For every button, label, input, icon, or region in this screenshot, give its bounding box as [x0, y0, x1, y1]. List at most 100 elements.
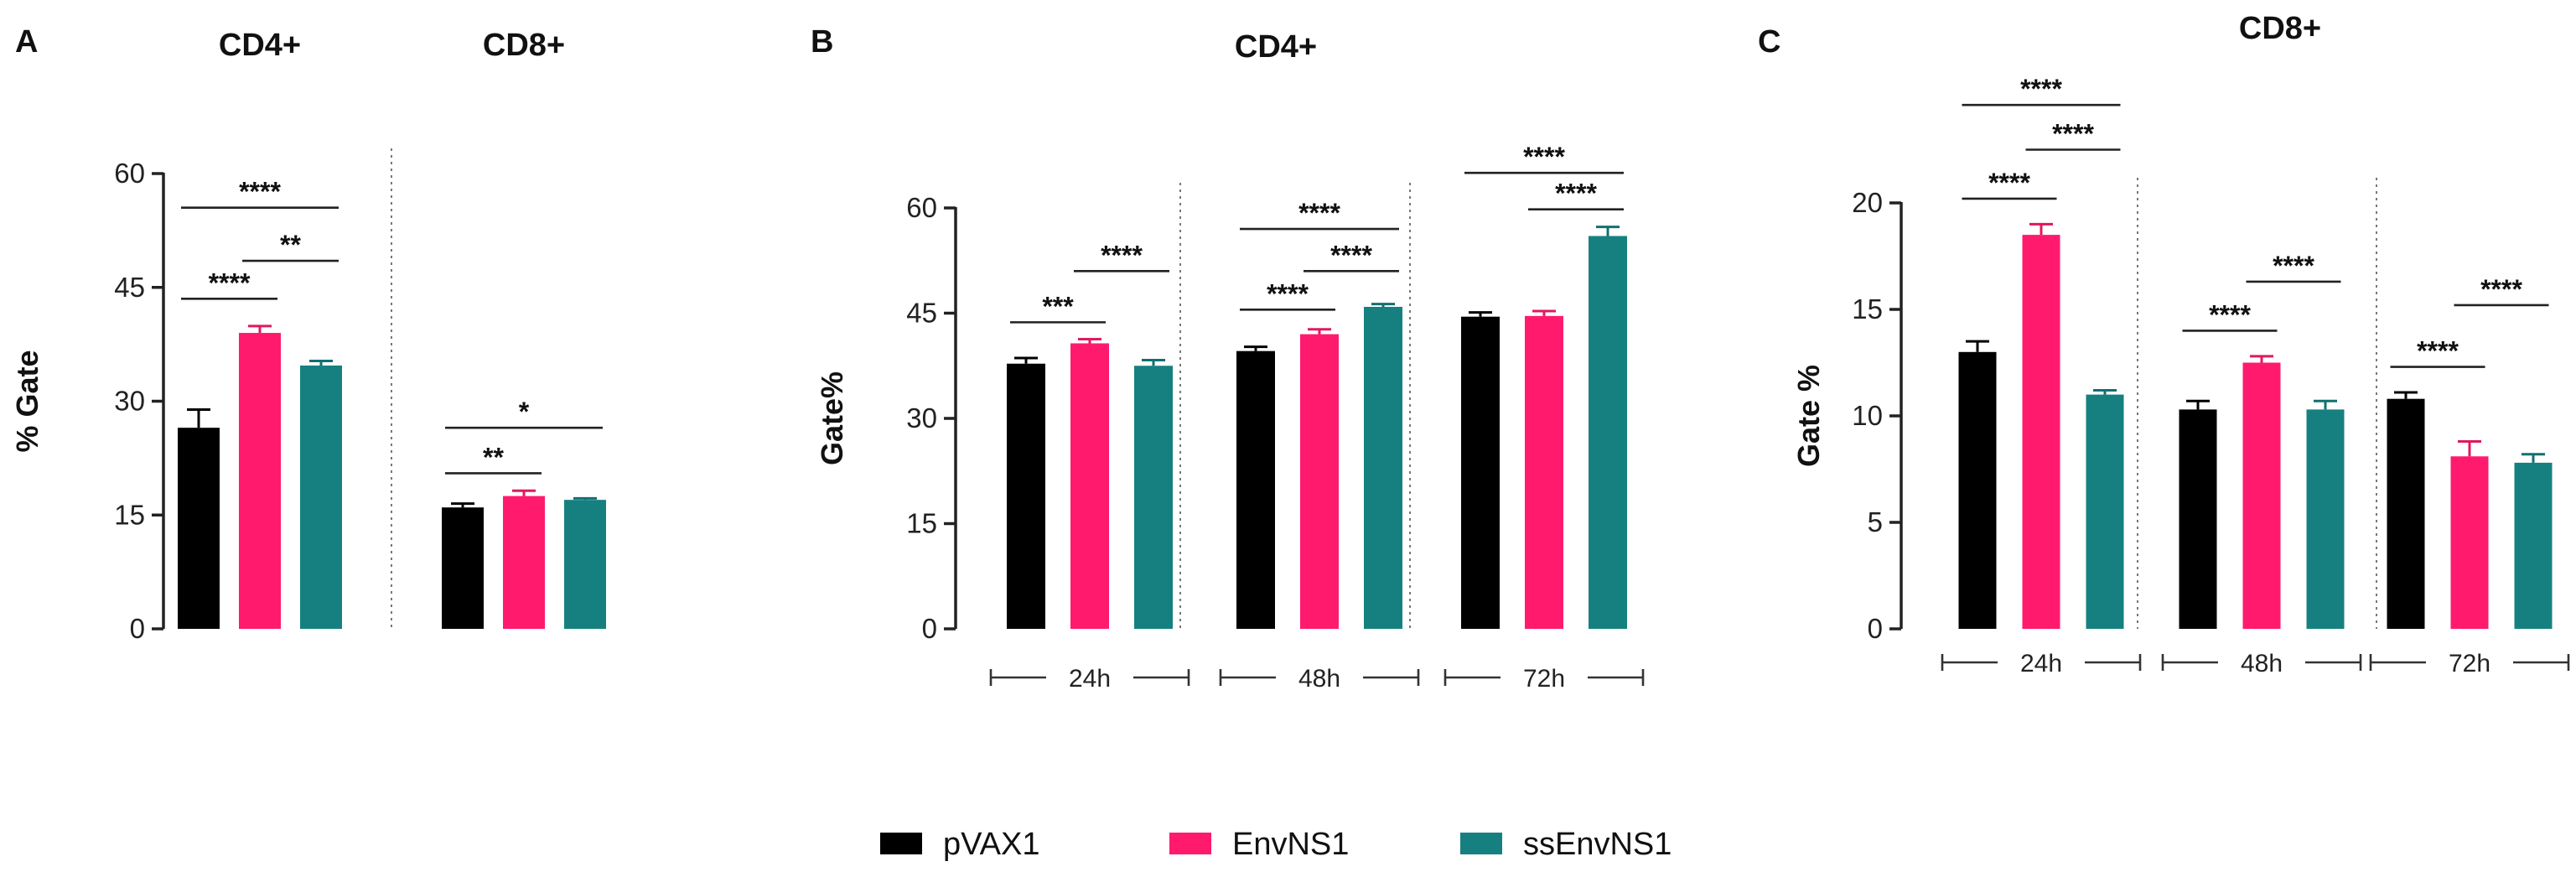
error-bar: [512, 489, 536, 496]
y-tick-label: 30: [906, 402, 937, 433]
panel-c: C CD8+ 0 5 10 15 20 Gate % 24h 48h 72h **** **** ****…: [1758, 11, 2570, 677]
time-label: 24h: [1069, 665, 1111, 693]
error-bar: [309, 360, 333, 366]
significance-label: ****: [1267, 278, 1309, 309]
error-bar: [451, 502, 474, 508]
significance-label: ****: [2052, 119, 2094, 149]
significance-label: ***: [1042, 291, 1074, 321]
bar: [2306, 409, 2345, 629]
group-title: CD4+: [219, 28, 301, 63]
error-bar: [2250, 355, 2273, 363]
bar: [1070, 343, 1109, 629]
bar: [2022, 235, 2060, 629]
significance-label: ****: [209, 267, 251, 298]
significance-label: ****: [1330, 240, 1372, 270]
error-bar: [2029, 222, 2053, 236]
legend-item: EnvNS1: [1169, 827, 1349, 862]
y-tick-label: 10: [1852, 400, 1883, 431]
y-axis-label: % Gate: [10, 350, 44, 452]
y-tick-label: 45: [906, 298, 937, 329]
error-bar: [2458, 439, 2481, 457]
legend-label: ssEnvNS1: [1523, 827, 1672, 862]
significance-label: ****: [239, 177, 281, 207]
significance-label: *: [519, 397, 530, 427]
error-bar: [2093, 389, 2117, 395]
legend-swatch: [1460, 833, 1502, 854]
bar: [1364, 306, 1402, 629]
legend: pVAX1 EnvNS1 ssEnvNS1: [880, 827, 1672, 862]
time-label: 72h: [2449, 650, 2490, 677]
bar: [1525, 315, 1563, 629]
time-label: 72h: [1523, 665, 1565, 693]
bar: [2179, 409, 2217, 629]
bar-group: CD4+: [178, 28, 342, 629]
bar-group: 24h: [989, 337, 1190, 693]
error-bar: [2314, 399, 2337, 410]
error-bar: [573, 496, 597, 501]
y-tick-label: 15: [1852, 293, 1883, 324]
bar: [2387, 398, 2425, 629]
bar: [2086, 394, 2124, 629]
bar: [442, 507, 484, 629]
bar-group: 24h: [1941, 222, 2142, 677]
error-bar: [1244, 345, 1267, 351]
legend-label: EnvNS1: [1232, 827, 1349, 862]
error-bar: [2186, 399, 2210, 410]
error-bar: [187, 407, 210, 428]
bar: [2450, 456, 2489, 629]
significance-label: **: [483, 442, 504, 472]
y-tick-label: 0: [130, 613, 145, 644]
error-bar: [248, 324, 272, 334]
legend-label: pVAX1: [943, 827, 1039, 862]
error-bar: [1142, 359, 1165, 366]
y-tick-label: 5: [1868, 506, 1883, 537]
bar: [1007, 363, 1045, 629]
significance-label: ****: [1988, 168, 2030, 198]
error-bar: [1966, 340, 1989, 352]
bar: [300, 365, 342, 629]
significance-label: ****: [1298, 198, 1340, 228]
bar: [1236, 350, 1275, 629]
bar-group: 48h: [2161, 355, 2362, 677]
panel-letter: B: [811, 24, 833, 60]
significance-label: ****: [1523, 142, 1565, 172]
panel-title: CD8+: [2239, 11, 2321, 46]
error-bar: [1532, 309, 1556, 316]
error-bar: [1078, 337, 1101, 344]
error-bar: [1596, 226, 1620, 236]
significance-label: ****: [1555, 179, 1597, 209]
y-axis-label: Gate %: [1791, 365, 1826, 467]
legend-swatch: [1169, 833, 1211, 854]
y-axis-label: Gate%: [815, 371, 849, 465]
y-tick-label: 60: [114, 158, 145, 189]
panel-title: CD4+: [1235, 29, 1317, 65]
bar: [1589, 236, 1627, 629]
legend-swatch: [880, 833, 922, 854]
significance-label: ****: [1101, 240, 1143, 270]
bar: [1958, 351, 1997, 629]
significance-label: **: [280, 230, 301, 260]
error-bar: [2522, 453, 2545, 463]
group-title: CD8+: [483, 28, 565, 63]
time-label: 24h: [2020, 650, 2062, 677]
y-tick-label: 0: [922, 613, 937, 644]
bar-group: 48h: [1219, 303, 1420, 693]
error-bar: [1469, 311, 1492, 317]
panel-letter: A: [15, 24, 38, 60]
error-bar: [2394, 391, 2418, 399]
bar-group: 72h: [1443, 226, 1645, 693]
y-tick-label: 0: [1868, 613, 1883, 644]
significance-label: ****: [2417, 336, 2459, 366]
bar: [503, 496, 545, 629]
panel-letter: C: [1758, 24, 1780, 60]
y-tick-label: 15: [114, 499, 145, 530]
time-label: 48h: [2241, 650, 2283, 677]
significance-label: ****: [2209, 299, 2251, 330]
bar-group: CD8+: [442, 28, 606, 629]
bar-group: 72h: [2369, 391, 2570, 677]
bar: [2242, 362, 2281, 629]
